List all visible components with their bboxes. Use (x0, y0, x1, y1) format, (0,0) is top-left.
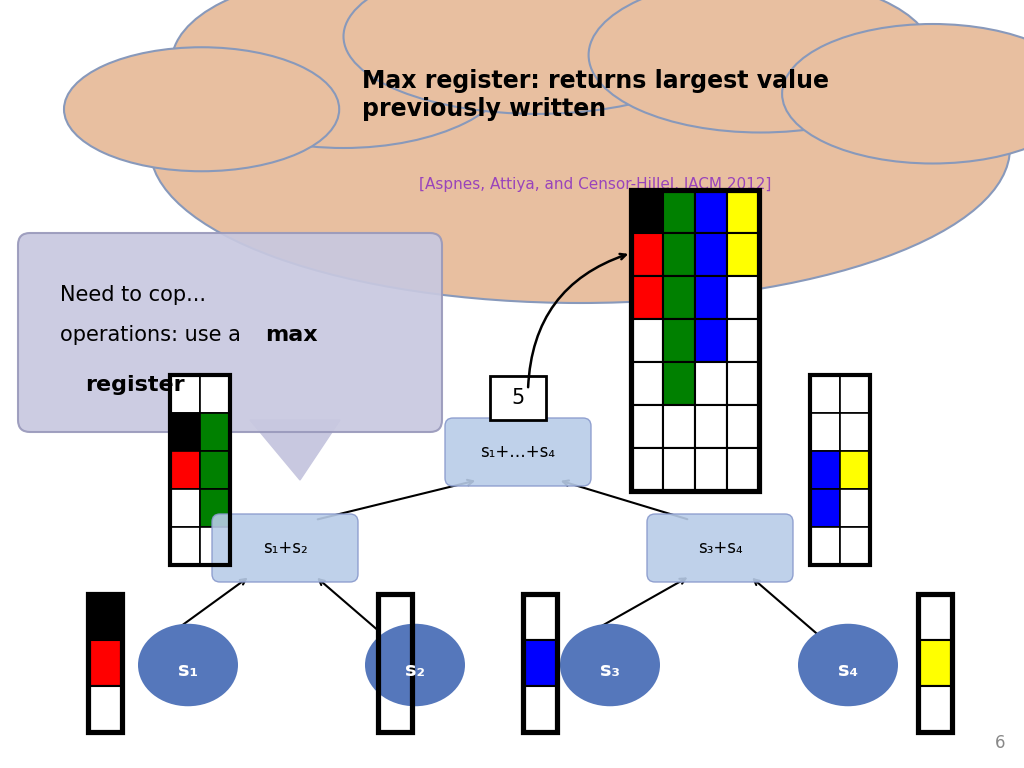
Text: s₃: s₃ (600, 660, 620, 680)
Bar (727, 405, 759, 448)
Bar (695, 190, 727, 233)
Bar (523, 640, 557, 686)
Bar (918, 594, 952, 732)
Bar (200, 527, 230, 565)
Bar (663, 405, 695, 448)
Bar (840, 413, 870, 451)
FancyBboxPatch shape (212, 514, 358, 582)
Bar (810, 451, 840, 489)
Bar (631, 233, 663, 276)
Text: s₂: s₂ (406, 660, 425, 680)
FancyBboxPatch shape (647, 514, 793, 582)
FancyBboxPatch shape (18, 233, 442, 432)
Bar (695, 233, 727, 276)
Bar (378, 594, 412, 732)
Bar (810, 375, 840, 413)
Ellipse shape (65, 48, 339, 171)
Bar (810, 489, 840, 527)
Bar (88, 594, 122, 732)
Bar (918, 686, 952, 732)
Ellipse shape (343, 0, 730, 114)
Text: 6: 6 (994, 734, 1005, 752)
Bar (200, 451, 230, 489)
Bar (663, 233, 695, 276)
Bar (695, 276, 727, 319)
Bar (663, 276, 695, 319)
Bar (170, 375, 200, 413)
Bar (523, 594, 557, 732)
Bar (727, 362, 759, 405)
Bar (695, 362, 727, 405)
Ellipse shape (798, 624, 898, 707)
Bar (200, 375, 230, 413)
Bar (727, 448, 759, 491)
Bar (631, 276, 663, 319)
Bar (727, 276, 759, 319)
Bar (631, 405, 663, 448)
Bar (523, 594, 557, 640)
Bar (840, 527, 870, 565)
Text: s₁: s₁ (178, 660, 198, 680)
Bar (663, 448, 695, 491)
Ellipse shape (560, 624, 660, 707)
Bar (523, 686, 557, 732)
Bar (631, 319, 663, 362)
Bar (631, 448, 663, 491)
Bar (200, 489, 230, 527)
Bar (200, 413, 230, 451)
Bar (840, 489, 870, 527)
Bar (378, 594, 412, 640)
Bar (840, 451, 870, 489)
Bar (170, 413, 200, 451)
Text: max: max (265, 325, 317, 345)
Text: register: register (85, 375, 184, 395)
Bar (810, 527, 840, 565)
Ellipse shape (782, 24, 1024, 164)
Bar (170, 527, 200, 565)
Bar (663, 319, 695, 362)
Bar (663, 190, 695, 233)
Bar (170, 489, 200, 527)
Bar (695, 319, 727, 362)
Text: [Aspnes, Attiya, and Censor-Hillel, JACM 2012]: [Aspnes, Attiya, and Censor-Hillel, JACM… (419, 177, 771, 193)
Text: s₁+s₂: s₁+s₂ (262, 539, 307, 557)
Bar (170, 375, 230, 565)
Ellipse shape (365, 624, 465, 707)
Text: s₃+s₄: s₃+s₄ (697, 539, 742, 557)
FancyBboxPatch shape (445, 418, 591, 486)
Bar (170, 451, 200, 489)
Bar (840, 375, 870, 413)
Bar (631, 190, 663, 233)
Text: 5: 5 (511, 388, 524, 408)
Text: operations: use a: operations: use a (60, 325, 248, 345)
Ellipse shape (150, 0, 1010, 303)
Bar (88, 686, 122, 732)
Text: s₄: s₄ (838, 660, 858, 680)
Bar (378, 640, 412, 686)
Bar (727, 319, 759, 362)
Ellipse shape (138, 624, 238, 707)
Ellipse shape (589, 0, 933, 133)
Bar (378, 686, 412, 732)
Text: Need to cop...: Need to cop... (60, 285, 206, 305)
Bar (88, 594, 122, 640)
Bar (695, 448, 727, 491)
Bar (727, 190, 759, 233)
Bar (631, 362, 663, 405)
Bar (631, 190, 759, 491)
Bar (490, 376, 546, 420)
Polygon shape (250, 420, 340, 480)
Bar (727, 233, 759, 276)
Bar (663, 362, 695, 405)
Text: Max register: returns largest value
previously written: Max register: returns largest value prev… (361, 69, 828, 121)
Bar (695, 405, 727, 448)
Bar (88, 640, 122, 686)
Text: s₁+…+s₄: s₁+…+s₄ (480, 443, 555, 461)
Bar (918, 594, 952, 640)
Bar (918, 640, 952, 686)
Bar (810, 375, 870, 565)
Bar (810, 413, 840, 451)
Ellipse shape (171, 0, 515, 148)
